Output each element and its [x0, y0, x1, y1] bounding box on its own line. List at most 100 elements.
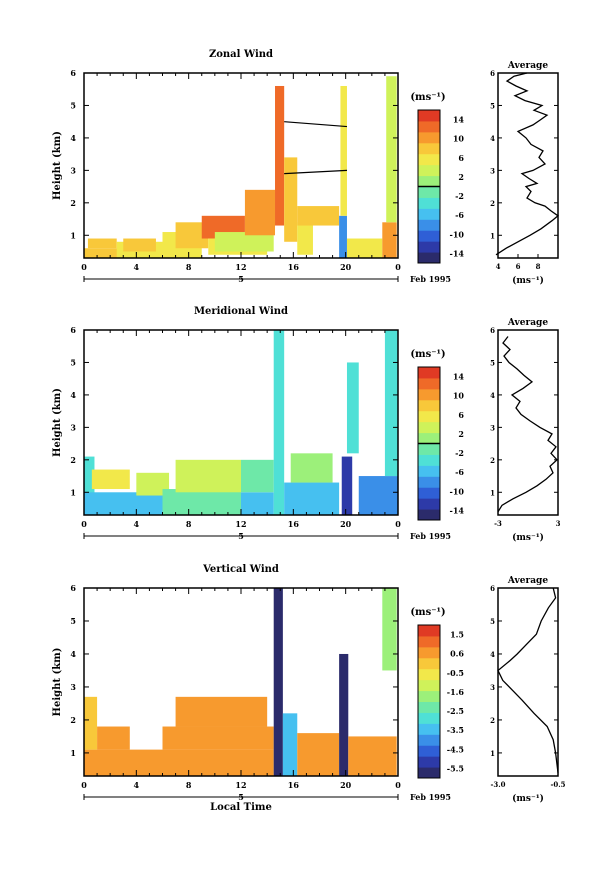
- colorbar-swatch: [418, 410, 440, 423]
- field-cell: [241, 492, 274, 515]
- field-cell: [386, 76, 397, 223]
- colorbar-swatch: [418, 646, 440, 659]
- colorbar-unit: (ms⁻¹): [410, 349, 445, 360]
- contour-line: [284, 121, 348, 128]
- colorbar-swatch: [418, 734, 440, 746]
- x-tick-label: 0: [81, 519, 87, 529]
- colorbar-swatch: [418, 635, 440, 648]
- colorbar-swatch: [418, 701, 440, 713]
- field-cell: [214, 232, 274, 252]
- x-tick-label: 20: [340, 519, 352, 529]
- field-cell: [339, 653, 349, 776]
- average-y-tick-label: 3: [490, 423, 495, 432]
- field-cell: [87, 238, 117, 249]
- x-tick-label: 4: [134, 519, 140, 529]
- colorbar-tick-label: -3.5: [447, 725, 464, 735]
- field-cell: [284, 482, 340, 515]
- field-cell: [84, 749, 274, 776]
- average-profile-line: [497, 336, 558, 513]
- colorbar-swatch: [418, 377, 440, 390]
- colorbar-swatch: [418, 252, 440, 264]
- colorbar-swatch: [418, 745, 440, 757]
- average-x-tick-label: 8: [536, 262, 541, 271]
- colorbar-swatch: [418, 487, 440, 499]
- colorbar-swatch: [418, 241, 440, 253]
- x-tick-label: 4: [134, 262, 140, 272]
- average-y-tick-label: 6: [490, 326, 495, 335]
- y-tick-label: 4: [70, 390, 76, 400]
- average-y-tick-label: 3: [490, 683, 495, 692]
- colorbar-swatch: [418, 142, 440, 155]
- colorbar-swatch: [418, 443, 440, 455]
- panel-title: Zonal Wind: [209, 49, 273, 60]
- field-cell: [284, 157, 298, 242]
- field-cell: [136, 472, 170, 496]
- y-tick-label: 4: [70, 133, 76, 143]
- average-x-tick-label: 6: [516, 262, 521, 271]
- colorbar-swatch: [418, 230, 440, 242]
- date-month-label: Feb 1995: [410, 792, 451, 802]
- x-tick-label: 20: [340, 262, 352, 272]
- average-title: Average: [507, 318, 548, 328]
- field-cell: [358, 476, 398, 515]
- field-cell: [84, 696, 98, 750]
- field-cell: [346, 362, 359, 454]
- average-x-label: (ms⁻¹): [512, 532, 544, 543]
- average-x-tick-label: 4: [496, 262, 501, 271]
- x-tick-label: 20: [340, 780, 352, 790]
- average-y-tick-label: 1: [490, 749, 495, 758]
- average-x-tick-label: -0.5: [550, 780, 565, 789]
- colorbar-tick-label: -2: [455, 448, 464, 458]
- colorbar-frame: [417, 624, 441, 779]
- x-tick-label: 0: [81, 780, 87, 790]
- colorbar-swatch: [418, 625, 440, 637]
- colorbar-swatch: [418, 657, 440, 670]
- date-day-label: 5: [238, 792, 244, 802]
- colorbar-tick-label: -14: [450, 505, 465, 515]
- field-cell: [382, 222, 397, 258]
- average-x-tick-label: -3.0: [490, 780, 505, 789]
- colorbar-tick-label: -10: [450, 229, 465, 239]
- colorbar-tick-label: 2: [458, 172, 464, 182]
- colorbar-swatch: [418, 476, 440, 488]
- field-cell: [123, 238, 156, 252]
- average-x-tick-label: 3: [556, 519, 561, 528]
- y-tick-label: 3: [70, 165, 76, 175]
- x-tick-label: 8: [186, 780, 192, 790]
- y-tick-label: 1: [70, 487, 76, 497]
- colorbar-swatch: [418, 465, 440, 477]
- colorbar-swatch: [418, 175, 440, 187]
- average-title: Average: [507, 61, 548, 71]
- colorbar-tick-label: -2: [455, 191, 464, 201]
- field-cell: [84, 248, 124, 258]
- field-cell: [175, 696, 268, 727]
- average-x-label: (ms⁻¹): [512, 793, 544, 804]
- colorbar-swatch: [418, 432, 440, 444]
- colorbar-swatch: [418, 756, 440, 768]
- average-y-tick-label: 4: [490, 650, 495, 659]
- field-cell: [241, 459, 274, 493]
- y-tick-label: 6: [70, 583, 76, 593]
- average-y-tick-label: 6: [490, 69, 495, 78]
- field-cell: [282, 713, 298, 776]
- average-y-tick-label: 4: [490, 134, 495, 143]
- field-cell: [273, 330, 285, 515]
- colorbar-swatch: [418, 120, 440, 133]
- colorbar-swatch: [418, 186, 440, 198]
- y-tick-label: 5: [70, 616, 76, 626]
- colorbar-swatch: [418, 197, 440, 209]
- field-cell: [273, 588, 283, 776]
- colorbar-tick-label: 0.6: [450, 649, 464, 659]
- field-cell: [275, 85, 285, 226]
- x-tick-label: 12: [235, 262, 246, 272]
- average-y-tick-label: 4: [490, 391, 495, 400]
- average-y-tick-label: 5: [490, 101, 495, 110]
- colorbar-tick-label: -1.6: [447, 687, 465, 697]
- field-cell: [162, 489, 241, 515]
- x-tick-label: 0: [395, 519, 401, 529]
- average-frame: [497, 329, 559, 516]
- y-axis-label: Height (km): [52, 131, 63, 200]
- field-cell: [297, 222, 313, 255]
- x-tick-label: 0: [81, 262, 87, 272]
